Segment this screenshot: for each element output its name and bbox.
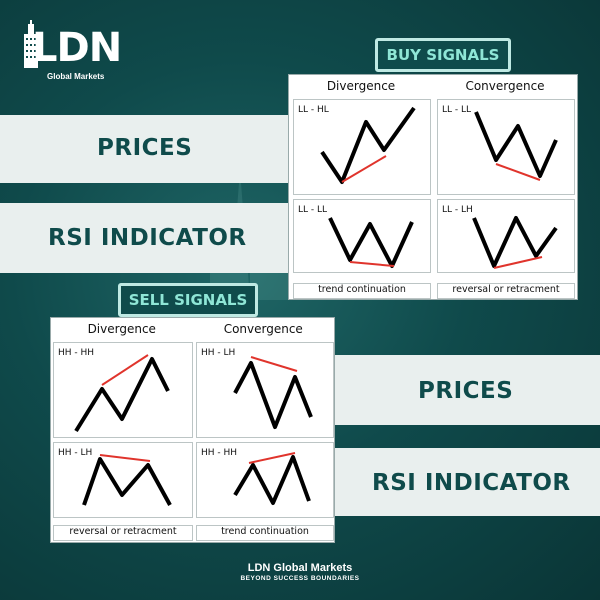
sell-foot-left: reversal or retracment — [53, 525, 193, 541]
buy-col-convergence: Convergence — [465, 79, 545, 93]
sell-cell-3-label: HH - LH — [58, 448, 93, 458]
buy-cell-1-chart — [320, 106, 416, 184]
sell-signals-card: Divergence Convergence HH - HH HH - LH H… — [50, 317, 335, 543]
label-top-prices: PRICES — [97, 135, 193, 161]
band-top-rsi — [0, 203, 295, 273]
label-bottom-rsi: RSI INDICATOR — [372, 470, 571, 496]
sell-cell-4: HH - HH — [196, 442, 334, 518]
sell-cell-2-label: HH - LH — [201, 348, 236, 358]
sell-col-divergence: Divergence — [87, 322, 156, 336]
band-bottom-rsi — [330, 448, 600, 516]
sell-cell-2: HH - LH — [196, 342, 334, 438]
buy-cell-4: LL - LH — [437, 199, 575, 273]
sell-card-header: Divergence Convergence — [51, 318, 334, 340]
logo: LDN Global Markets — [18, 14, 122, 84]
label-top-rsi: RSI INDICATOR — [48, 225, 247, 251]
buy-cell-3-chart — [328, 217, 414, 268]
logo-subtitle: Global Markets — [47, 72, 105, 81]
sell-foot-right: trend continuation — [196, 525, 334, 541]
buy-cell-1-label: LL - HL — [298, 105, 329, 115]
footer-tagline: BEYOND SUCCESS BOUNDARIES — [240, 575, 360, 582]
footer-brand-name: LDN Global Markets — [247, 562, 353, 574]
building-icon — [24, 20, 38, 68]
sell-signals-tag: SELL SIGNALS — [118, 283, 258, 317]
buy-signals-tag: BUY SIGNALS — [375, 38, 511, 72]
sell-cell-1-chart — [74, 354, 170, 433]
buy-col-divergence: Divergence — [326, 79, 396, 93]
buy-cell-4-label: LL - LH — [442, 205, 473, 215]
buy-cell-2: LL - LL — [437, 99, 575, 195]
sell-cell-3-chart — [82, 454, 172, 506]
sell-col-convergence: Convergence — [223, 322, 303, 336]
buy-cell-2-label: LL - LL — [442, 105, 472, 115]
sell-cell-1: HH - HH — [53, 342, 193, 438]
sell-cell-2-chart — [233, 356, 313, 429]
sell-cell-3: HH - LH — [53, 442, 193, 518]
band-top-prices — [0, 115, 295, 183]
buy-cell-3-label: LL - LL — [298, 205, 328, 215]
band-bottom-prices — [330, 355, 600, 425]
sell-cell-4-label: HH - HH — [201, 448, 238, 458]
buy-foot-right: reversal or retracment — [437, 283, 575, 299]
buy-cell-2-chart — [474, 111, 558, 181]
buy-card-header: Divergence Convergence — [289, 75, 577, 97]
logo-text: LDN — [32, 25, 122, 71]
label-bottom-prices: PRICES — [418, 378, 514, 404]
buy-foot-left: trend continuation — [293, 283, 431, 299]
buy-cell-3: LL - LL — [293, 199, 431, 273]
buy-cell-1: LL - HL — [293, 99, 431, 195]
buy-cell-4-chart — [472, 216, 558, 269]
sell-cell-4-chart — [233, 452, 311, 505]
footer-brand: LDN Global Markets BEYOND SUCCESS BOUNDA… — [0, 562, 600, 582]
buy-signals-card: Divergence Convergence LL - HL LL - LL L… — [288, 74, 578, 300]
sell-cell-1-label: HH - HH — [58, 348, 95, 358]
